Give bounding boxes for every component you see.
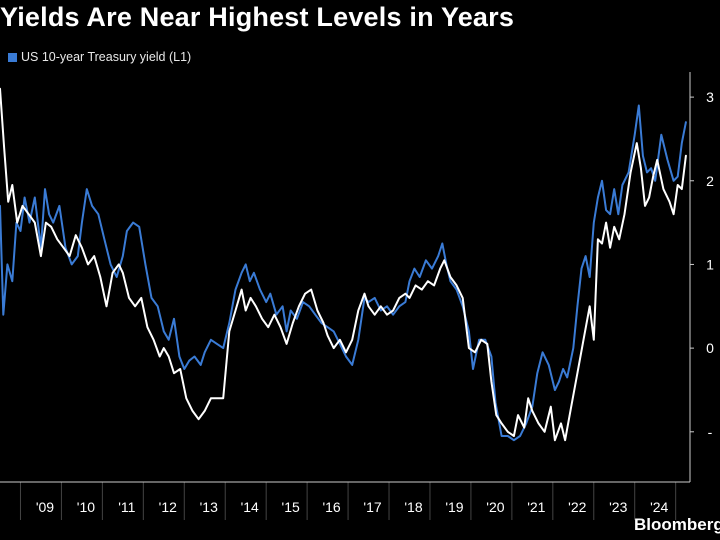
chart-title: Yields Are Near Highest Levels in Years	[0, 2, 515, 32]
x-tick-label: '22	[568, 499, 586, 515]
x-tick-label: '13	[200, 499, 218, 515]
x-tick-label: '23	[609, 499, 627, 515]
x-tick-label: '11	[118, 499, 135, 515]
axes: '09 '10 '11 '12 '13 '14 '15 '16 '17 '18 '19 '20 '21 '…	[0, 72, 714, 515]
legend-label: US 10-year Treasury yield (L1)	[21, 50, 192, 64]
x-grid	[19, 482, 677, 520]
x-tick-label: '10	[77, 499, 95, 515]
x-tick-label: '17	[363, 499, 381, 515]
x-tick-label: '15	[282, 499, 300, 515]
legend-swatch-blue	[8, 52, 17, 62]
source-label: Bloomberg	[634, 515, 720, 534]
series-line-white	[0, 87, 687, 442]
x-tick-label: '14	[241, 499, 259, 515]
series-line-blue	[0, 104, 687, 442]
chart-legend: US 10-year Treasury yield (L1)	[8, 50, 191, 64]
x-tick-label: '16	[322, 499, 340, 515]
y-tick-label: 1	[706, 256, 714, 272]
y-tick-label: 0	[706, 340, 714, 356]
series-layer	[0, 87, 687, 442]
x-tick-label: '20	[486, 499, 504, 515]
x-tick-label: '18	[404, 499, 422, 515]
x-tick-label: '12	[159, 499, 177, 515]
y-tick-label: 3	[706, 89, 714, 105]
x-tick-label: '24	[650, 499, 668, 515]
y-tick-label: 2	[706, 173, 714, 189]
x-tick-label: '09	[36, 499, 54, 515]
y-tick-label: -	[708, 424, 713, 440]
x-tick-label: '19	[445, 499, 463, 515]
x-tick-label: '21	[527, 499, 545, 515]
